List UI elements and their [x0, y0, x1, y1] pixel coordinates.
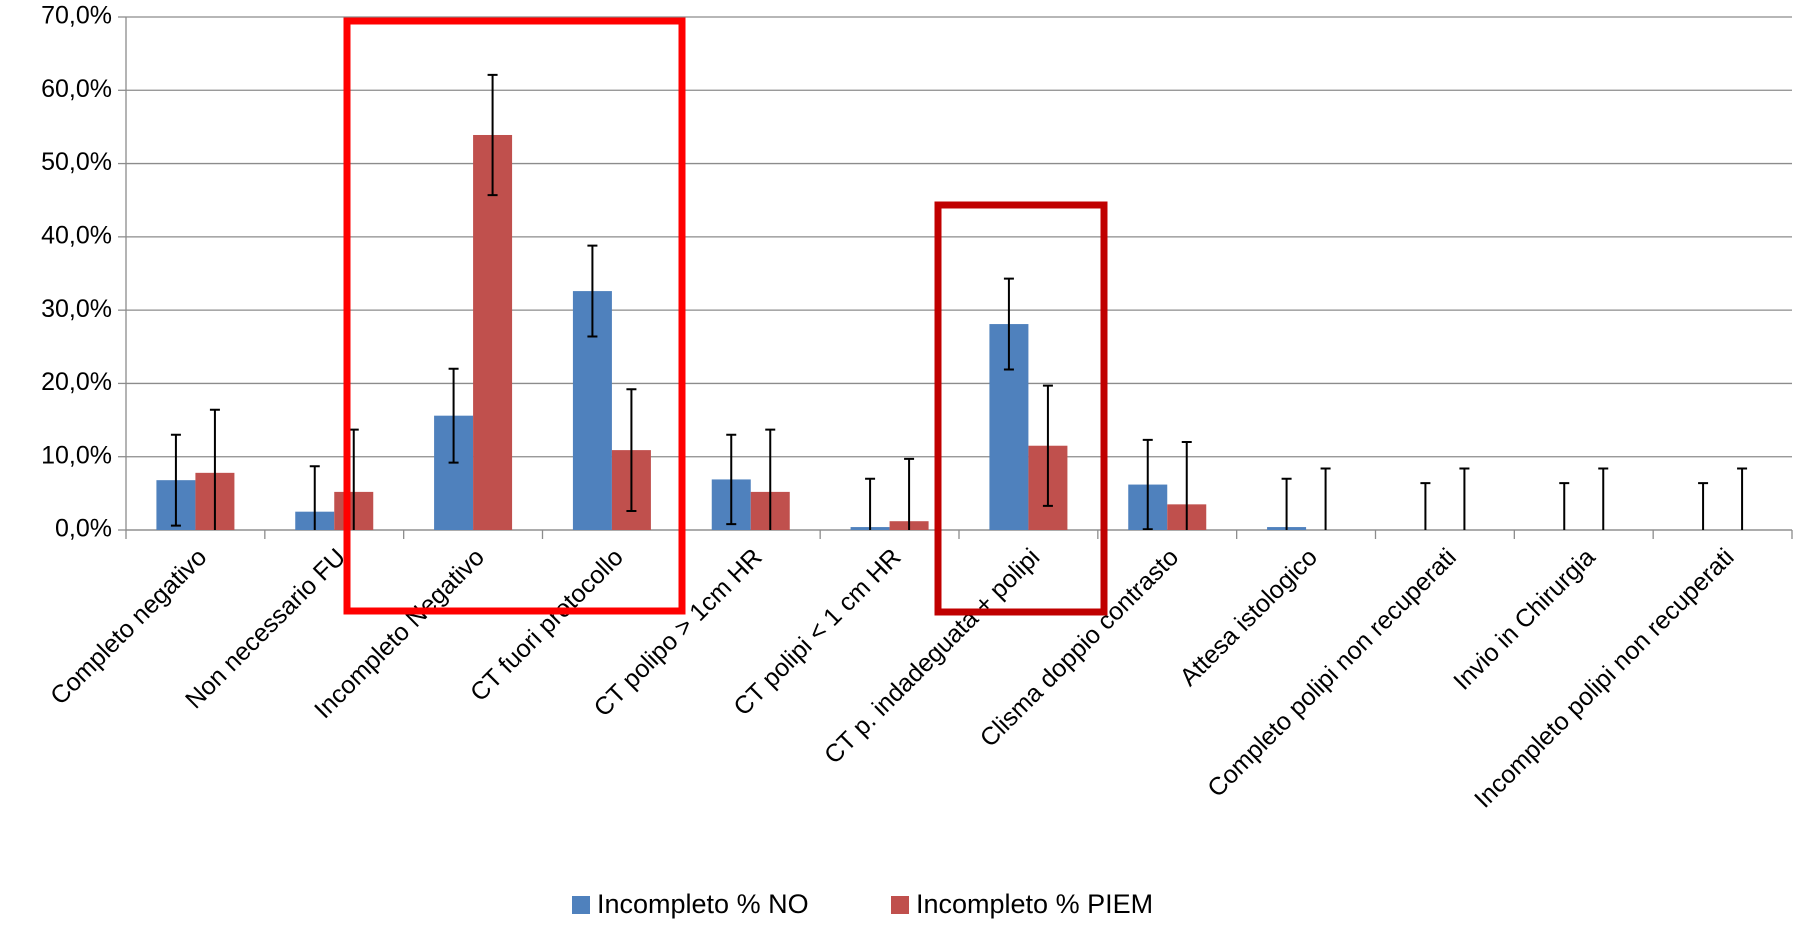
y-tick-label: 20,0%	[41, 368, 112, 396]
error-bar	[904, 457, 915, 530]
error-bar	[1142, 438, 1153, 530]
highlight-box	[934, 201, 1108, 616]
x-tick-label: Completo polipi non recuperati	[1202, 543, 1462, 803]
error-bar	[1003, 277, 1014, 371]
bar	[473, 134, 513, 530]
error-bar	[626, 388, 637, 512]
plot-area	[156, 73, 1748, 530]
plot-layer: 0,0% 10,0% 20,0% 30,0% 40,0% 50,0% 60,0% 70,0% C…	[41, 2, 1793, 919]
error-bar	[865, 477, 876, 530]
error-bar	[726, 433, 737, 526]
y-tick-label: 30,0%	[41, 295, 112, 323]
error-bar	[1459, 467, 1470, 530]
legend-label: Incompleto % NO	[597, 889, 809, 919]
highlight-box	[343, 17, 686, 615]
error-bar	[1281, 477, 1292, 530]
error-bar	[587, 244, 598, 338]
error-bar	[1698, 482, 1709, 530]
error-bar	[309, 465, 320, 530]
x-tick-label: Invio in Chirurgia	[1448, 543, 1601, 696]
y-tick-label: 70,0%	[41, 2, 112, 30]
x-tick-label: Attesa istologico	[1174, 543, 1323, 692]
y-tick-label: 50,0%	[41, 148, 112, 176]
error-bar	[1559, 482, 1570, 530]
y-tick-label: 0,0%	[55, 515, 112, 543]
error-bar	[487, 73, 498, 197]
x-tick-label: Incompleto polipi non recuperati	[1469, 543, 1739, 813]
error-bar	[1737, 467, 1748, 530]
legend-swatch	[891, 896, 909, 914]
legend-label: Incompleto % PIEM	[916, 889, 1153, 919]
error-bar	[170, 433, 181, 527]
y-tick-label: 60,0%	[41, 75, 112, 103]
error-bar	[1320, 467, 1331, 530]
error-bar	[448, 367, 459, 464]
error-bar	[209, 408, 220, 530]
error-bar	[1042, 384, 1053, 507]
error-bar	[1598, 467, 1609, 530]
error-bar	[1181, 441, 1192, 530]
error-bar	[765, 428, 776, 530]
x-tick-label: Completo negativo	[45, 543, 212, 710]
y-tick-label: 40,0%	[41, 221, 112, 249]
legend-swatch	[572, 896, 590, 914]
x-tick-label: CT fuori protocollo	[465, 543, 629, 707]
y-tick-label: 10,0%	[41, 441, 112, 469]
error-bar	[1420, 482, 1431, 530]
